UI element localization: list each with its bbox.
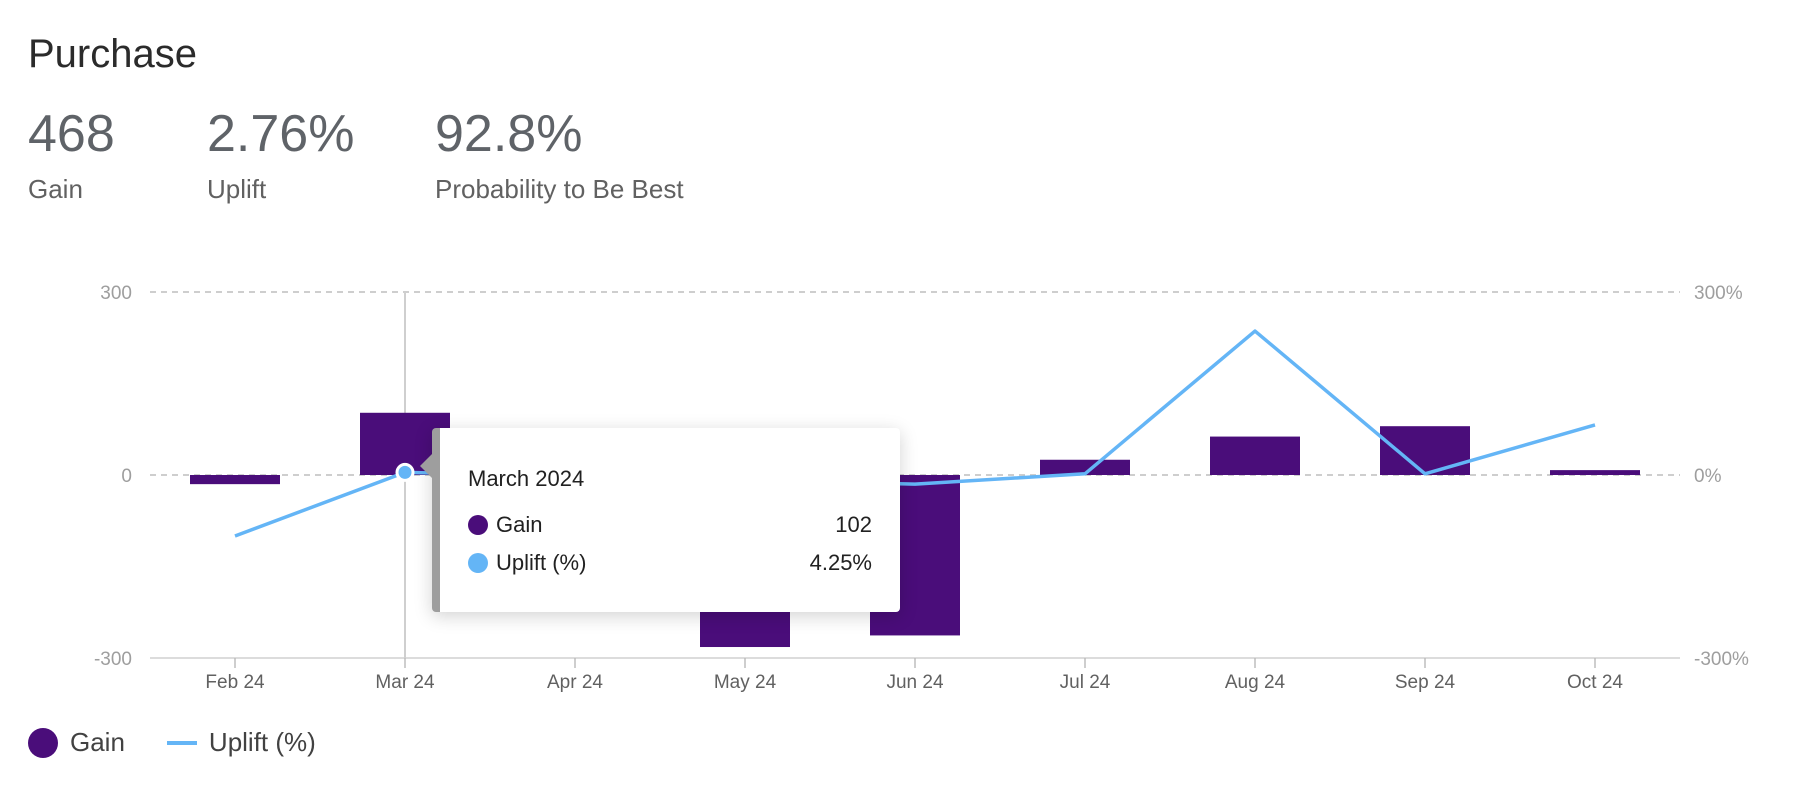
tooltip-title: March 2024 xyxy=(468,466,585,491)
legend-uplift-marker[interactable] xyxy=(166,740,197,745)
kpi-uplift: 2.76% Uplift xyxy=(207,108,354,205)
x-tick-label: Aug 24 xyxy=(1225,672,1286,693)
chart-tooltip: March 2024 Gain 102 Uplift (%) 4.25% xyxy=(420,428,900,612)
y-tick-left: 0 xyxy=(121,466,132,487)
tooltip-row-gain: Gain 102 xyxy=(468,506,872,544)
x-tick-label: Mar 24 xyxy=(375,672,435,693)
kpi-gain: 468 Gain xyxy=(28,108,115,205)
legend-gain-marker[interactable] xyxy=(28,727,58,758)
point-uplift-highlight xyxy=(395,462,415,482)
tooltip-uplift-value: 4.25% xyxy=(809,550,872,575)
legend-uplift-label[interactable]: Uplift (%) xyxy=(208,727,316,757)
y-tick-left: 300 xyxy=(100,283,132,304)
x-tick-label: Jul 24 xyxy=(1060,672,1111,693)
kpi-probability: 92.8% Probability to Be Best xyxy=(435,108,684,205)
tooltip-row-uplift: Uplift (%) 4.25% xyxy=(468,544,872,582)
legend-gain-label[interactable]: Gain xyxy=(70,727,125,757)
y-tick-right: -300% xyxy=(1694,649,1749,670)
y-tick-right: 300% xyxy=(1694,283,1743,304)
bar-gain xyxy=(1380,426,1470,475)
bar-gain xyxy=(190,475,280,485)
combo-chart[interactable]: 300 300% 0 0% -300 -300% Feb 24 Mar 24 Apr 24 May… xyxy=(0,0,1816,720)
tooltip-uplift-label: Uplift (%) xyxy=(496,550,587,575)
kpi-probability-value: 92.8% xyxy=(435,105,583,163)
bar-gain xyxy=(1040,459,1130,475)
y-tick-left: -300 xyxy=(94,649,132,670)
x-tick-label: Oct 24 xyxy=(1567,672,1623,693)
kpi-probability-label: Probability to Be Best xyxy=(435,174,684,204)
tooltip-uplift-swatch xyxy=(468,553,488,573)
bar-gain xyxy=(1550,470,1640,475)
kpi-gain-value: 468 xyxy=(28,105,115,163)
chart-legend: Gain Uplift (%) xyxy=(28,727,316,758)
tooltip-gain-swatch xyxy=(468,515,488,535)
tooltip-gain-label: Gain xyxy=(496,512,543,537)
tooltip-gain-value: 102 xyxy=(835,512,872,537)
kpi-gain-label: Gain xyxy=(28,174,83,204)
x-tick-label: Apr 24 xyxy=(547,672,603,693)
x-tick-label: Jun 24 xyxy=(886,672,943,693)
kpi-uplift-label: Uplift xyxy=(207,174,267,204)
chart-title: Purchase xyxy=(28,32,197,76)
x-tick-label: Feb 24 xyxy=(205,672,265,693)
x-tick-label: May 24 xyxy=(714,672,777,693)
x-tick-label: Sep 24 xyxy=(1395,672,1456,693)
kpi-uplift-value: 2.76% xyxy=(207,105,355,163)
y-tick-right: 0% xyxy=(1694,466,1722,487)
bar-gain xyxy=(1210,436,1300,475)
